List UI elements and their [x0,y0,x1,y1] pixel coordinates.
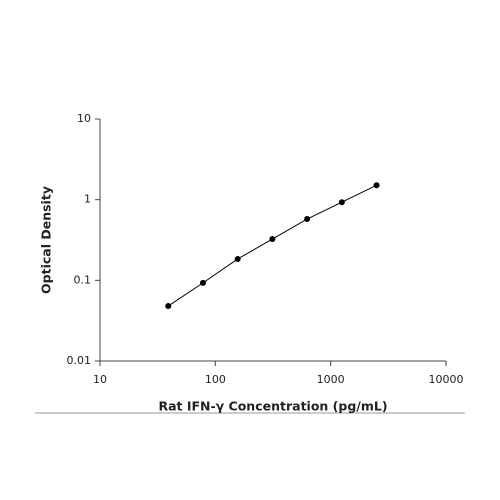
x-tick-label: 10 [93,373,107,386]
x-axis-title: Rat IFN-γ Concentration (pg/mL) [158,399,387,414]
y-tick-label: 10 [77,112,91,125]
data-point [199,279,206,286]
y-tick-label: 1 [84,193,91,206]
y-tick-label: 0.01 [67,354,92,367]
x-tick-label: 100 [205,373,226,386]
y-tick-label: 0.1 [74,273,92,286]
x-tick-label: 10000 [429,373,464,386]
y-axis-title: Optical Density [39,186,54,294]
x-tick-label: 1000 [317,373,345,386]
fit-line [167,184,377,307]
data-point [269,236,276,243]
data-point [165,303,172,310]
data-point [234,255,241,262]
data-point [373,182,380,189]
data-point [304,216,311,223]
data-point [338,199,345,206]
